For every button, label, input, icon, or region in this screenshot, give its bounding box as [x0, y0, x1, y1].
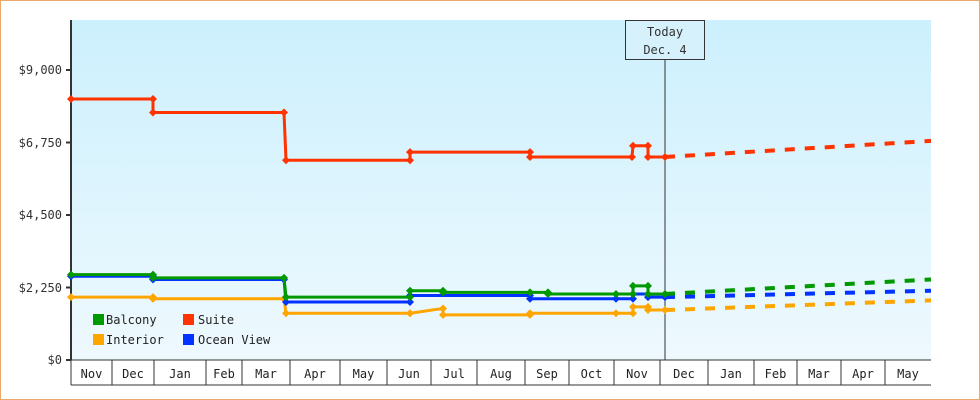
- x-tick-label: Jan: [169, 367, 191, 381]
- data-point-marker[interactable]: [644, 306, 652, 315]
- data-point-marker[interactable]: [280, 273, 288, 282]
- series-line-interior: [71, 295, 665, 317]
- plot-area: [71, 20, 931, 360]
- today-date: Dec. 4: [643, 43, 687, 57]
- data-point-marker[interactable]: [149, 108, 157, 117]
- data-point-marker[interactable]: [612, 294, 620, 303]
- data-point-marker[interactable]: [439, 288, 447, 297]
- legend: Balcony Suite Interior Ocean View: [93, 313, 271, 347]
- y-tick-label: $9,000: [19, 63, 62, 77]
- projection-line-balcony: [664, 277, 932, 296]
- x-tick-label: Sep: [536, 367, 558, 381]
- x-tick-label: Feb: [765, 367, 787, 381]
- data-point-marker[interactable]: [406, 156, 414, 165]
- legend-label-suite: Suite: [198, 313, 234, 327]
- data-point-marker[interactable]: [67, 95, 75, 103]
- projection-line-suite: [664, 138, 932, 159]
- y-tick-label: $6,750: [19, 136, 62, 150]
- today-label: Today: [646, 25, 684, 39]
- data-point-marker[interactable]: [612, 289, 620, 298]
- data-point-marker[interactable]: [282, 156, 290, 165]
- data-point-marker[interactable]: [612, 309, 620, 318]
- data-point-marker[interactable]: [67, 270, 75, 279]
- projection-line-ocean-view: [664, 288, 932, 300]
- legend-label-balcony: Balcony: [106, 313, 157, 327]
- x-tick-label: Dec: [673, 367, 695, 381]
- legend-label-ocean-view: Ocean View: [198, 333, 271, 347]
- data-point-marker[interactable]: [628, 153, 636, 161]
- x-tick-label: May: [897, 367, 919, 381]
- data-point-marker[interactable]: [526, 294, 534, 303]
- legend-swatch-suite: [183, 314, 194, 325]
- x-tick-label: Mar: [255, 367, 277, 381]
- data-point-marker[interactable]: [644, 281, 652, 290]
- y-tick-label: $2,250: [19, 281, 62, 295]
- today-annotation: Today Dec. 4: [625, 20, 705, 60]
- data-point-marker[interactable]: [526, 309, 534, 318]
- data-point-marker[interactable]: [629, 294, 637, 303]
- legend-swatch-balcony: [93, 314, 104, 325]
- x-axis: Nov Dec Jan Feb Mar Apr May Jun Jul Aug Sep Oct Nov D…: [70, 359, 931, 386]
- data-point-marker[interactable]: [439, 310, 447, 319]
- projection-line-interior: [664, 298, 932, 313]
- data-point-marker[interactable]: [629, 141, 637, 150]
- x-tick-label: Jan: [720, 367, 742, 381]
- legend-swatch-interior: [93, 334, 104, 345]
- data-point-marker[interactable]: [406, 286, 414, 295]
- x-tick-label: Apr: [304, 367, 326, 381]
- series-layer: [67, 95, 932, 319]
- data-point-marker[interactable]: [149, 95, 157, 103]
- x-tick-label: Jun: [398, 367, 420, 381]
- y-tick-label: $4,500: [19, 208, 62, 222]
- data-point-marker[interactable]: [280, 108, 288, 117]
- x-tick-label: Nov: [626, 367, 648, 381]
- data-point-marker[interactable]: [149, 294, 157, 303]
- data-point-marker[interactable]: [629, 302, 637, 311]
- x-tick-label: Jul: [443, 367, 465, 381]
- data-point-marker[interactable]: [67, 293, 75, 302]
- data-point-marker[interactable]: [644, 153, 652, 161]
- data-point-marker[interactable]: [644, 141, 652, 150]
- data-point-marker[interactable]: [282, 309, 290, 318]
- x-tick-label: Mar: [808, 367, 830, 381]
- data-point-marker[interactable]: [282, 293, 290, 302]
- x-tick-label: Apr: [852, 367, 874, 381]
- y-tick-label: $0: [48, 353, 62, 367]
- x-tick-label: Nov: [81, 367, 103, 381]
- data-point-marker[interactable]: [406, 309, 414, 318]
- x-tick-label: Oct: [581, 367, 603, 381]
- data-point-marker[interactable]: [282, 298, 290, 306]
- data-point-marker[interactable]: [526, 153, 534, 161]
- data-point-marker[interactable]: [629, 281, 637, 290]
- legend-swatch-ocean-view: [183, 334, 194, 345]
- legend-label-interior: Interior: [106, 333, 164, 347]
- data-point-marker[interactable]: [406, 293, 414, 302]
- x-tick-label: Feb: [213, 367, 235, 381]
- data-point-marker[interactable]: [526, 288, 534, 297]
- data-point-marker[interactable]: [629, 309, 637, 318]
- data-point-marker[interactable]: [406, 148, 414, 157]
- data-point-marker[interactable]: [644, 289, 652, 298]
- data-point-marker[interactable]: [526, 148, 534, 157]
- x-tick-label: Dec: [122, 367, 144, 381]
- y-ticks: $0 $2,250 $4,500 $6,750 $9,000: [19, 63, 71, 367]
- data-point-marker[interactable]: [544, 289, 552, 298]
- x-tick-label: May: [353, 367, 375, 381]
- data-point-marker[interactable]: [629, 289, 637, 298]
- data-point-marker[interactable]: [406, 298, 414, 306]
- x-tick-label: Aug: [490, 367, 512, 381]
- data-point-marker[interactable]: [439, 304, 447, 313]
- data-point-marker[interactable]: [149, 273, 157, 282]
